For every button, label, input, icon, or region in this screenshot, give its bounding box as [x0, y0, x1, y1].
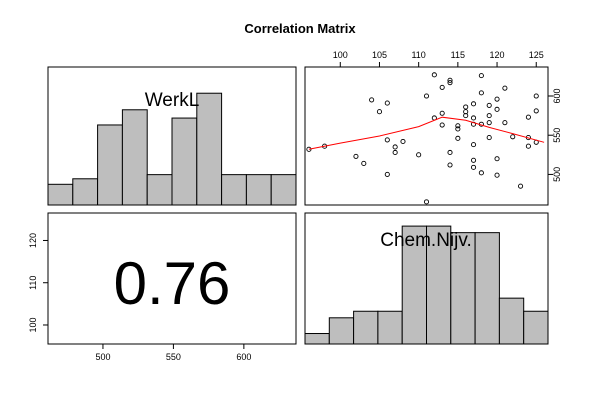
chem-histogram-bar — [450, 232, 476, 345]
x-axis-chem-tick-label: 110 — [411, 50, 425, 60]
scatter-point — [525, 143, 531, 149]
scatter-point — [533, 93, 539, 99]
axes: 500 550 600 100 105 110 115 120 125 100 110 120 500 5… — [28, 50, 562, 362]
scatter-point — [439, 122, 445, 128]
x-axis-chem-tick-label: 115 — [451, 50, 465, 60]
scatter-point — [369, 97, 375, 103]
scatter-point — [502, 85, 508, 91]
scatter-point — [384, 100, 390, 106]
scatter-point — [470, 142, 477, 148]
chem-histogram-bar — [377, 310, 403, 345]
scatter-point — [416, 152, 422, 158]
scatter-point — [518, 183, 524, 189]
scatter-point — [470, 101, 477, 107]
werkl-histogram-bar — [47, 183, 74, 206]
x-axis-chem-tick-label: 105 — [372, 50, 387, 60]
werkl-histogram-bar — [270, 174, 297, 206]
werkl-histogram-bar — [146, 174, 173, 206]
chem-histogram-bar — [328, 317, 355, 345]
chem-histogram-bar — [523, 310, 549, 345]
scatter-point — [447, 80, 453, 86]
chem-histogram-bar — [426, 225, 452, 345]
y-axis-werkl-tick-label: 500 — [552, 167, 562, 182]
scatter-point — [510, 134, 516, 140]
scatter-points — [306, 72, 539, 205]
scatter-point — [502, 120, 508, 126]
scatter-point — [463, 113, 469, 119]
scatter-point — [470, 121, 477, 127]
x-axis-chem-tick-label: 125 — [529, 50, 544, 60]
scatter-point — [384, 137, 390, 143]
scatter-point — [423, 93, 430, 99]
scatter-point — [439, 110, 445, 116]
x-axis-chem-tick-label: 120 — [490, 50, 505, 60]
chem-histogram-bar — [304, 333, 330, 345]
chem-histogram-bar — [353, 310, 379, 345]
chart-title: Correlation Matrix — [244, 21, 356, 36]
diagonal-label-werkl: WerkL — [145, 90, 200, 111]
scatter-point — [494, 156, 500, 162]
chem-histogram-bar — [474, 232, 500, 345]
scatter-point — [470, 157, 477, 163]
panel-scatter — [304, 66, 549, 206]
scatter-point — [423, 199, 430, 205]
scatter-point — [486, 135, 492, 141]
scatter-point — [486, 113, 492, 119]
scatter-point — [455, 126, 461, 132]
smooth-line — [308, 116, 545, 150]
correlation-value: 0.76 — [114, 250, 231, 317]
scatter-point — [494, 96, 500, 102]
werkl-histogram-bar — [196, 92, 223, 206]
scatter-point — [470, 115, 477, 121]
scatter-point — [384, 171, 390, 177]
diagonal-label-chem: Chem.Nijv. — [380, 230, 472, 251]
werkl-histogram-bar — [97, 124, 123, 206]
scatter-point — [376, 109, 383, 115]
scatter-point — [447, 162, 453, 168]
werkl-histogram-bar — [221, 174, 247, 206]
scatter-point — [353, 153, 359, 159]
scatter-point — [361, 160, 367, 166]
scatter-point — [447, 77, 453, 83]
scatter-point — [494, 106, 500, 112]
werkl-histogram-bar — [121, 109, 148, 206]
scatter-point — [470, 164, 477, 170]
scatter-point — [533, 108, 539, 114]
scatter-point — [455, 135, 461, 141]
werkl-histogram-bar — [72, 178, 99, 206]
lowess-line — [308, 116, 545, 150]
x-axis-werkl-tick-label: 550 — [166, 352, 181, 362]
x-axis-werkl-tick-label: 500 — [95, 352, 110, 362]
werkl-histogram-bars — [47, 92, 297, 206]
scatter-point — [392, 144, 398, 150]
scatter-point — [478, 90, 484, 96]
scatter-point — [431, 72, 437, 78]
scatter-point — [455, 123, 461, 129]
chem-histogram-bar — [498, 297, 525, 345]
y-axis-chem-tick-label: 100 — [28, 317, 38, 332]
x-axis-werkl-tick-label: 600 — [236, 352, 251, 362]
scatter-point — [478, 73, 484, 79]
scatter-point — [392, 149, 398, 156]
y-axis-werkl-tick-label: 600 — [552, 88, 562, 103]
chem-histogram-bars — [304, 225, 549, 345]
scatter-point — [478, 170, 484, 176]
y-axis-werkl-tick-label: 550 — [552, 128, 562, 143]
werkl-histogram-bar — [245, 174, 272, 206]
scatter-point — [439, 84, 445, 90]
scatter-point — [400, 138, 406, 145]
scatter-point — [494, 172, 500, 178]
y-axis-chem-tick-label: 110 — [28, 276, 38, 290]
scatter-point — [486, 120, 492, 126]
scatter-point — [447, 149, 453, 156]
scatter-point — [463, 104, 469, 110]
scatter-point — [486, 102, 492, 108]
werkl-histogram-bar — [171, 117, 198, 206]
scatter-point — [525, 114, 531, 120]
x-axis-chem-tick-label: 100 — [333, 50, 348, 60]
y-axis-chem-tick-label: 120 — [28, 233, 38, 248]
